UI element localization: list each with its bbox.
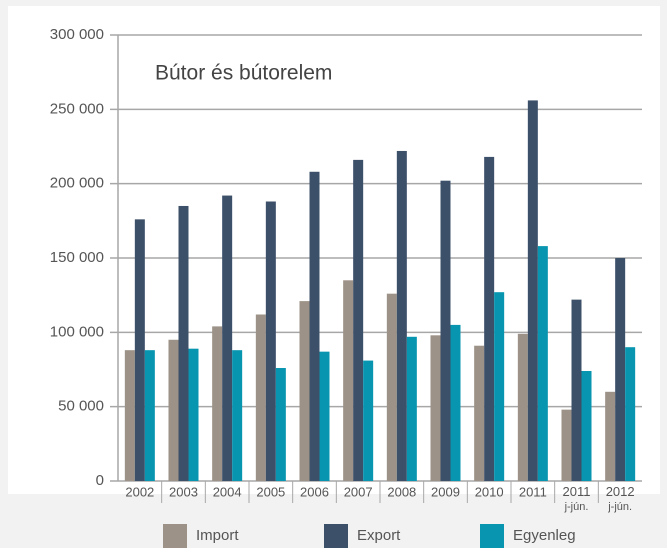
bar [440, 180, 451, 481]
bar [353, 159, 364, 481]
x-tick-label: 2012 j-jún. [606, 484, 635, 512]
bar [386, 293, 397, 481]
bar [144, 350, 155, 481]
bar [319, 351, 330, 481]
bar [168, 339, 179, 481]
x-tick-label-line: 2012 [606, 484, 635, 499]
bar [309, 171, 320, 482]
bar [124, 350, 135, 481]
legend-swatch [163, 524, 187, 548]
bar [363, 360, 374, 481]
x-tick-label: 2002 [125, 484, 154, 499]
bar [517, 333, 528, 481]
bar [494, 292, 505, 481]
bar [222, 195, 233, 481]
bar [605, 391, 616, 481]
chart-title: Bútor és bútorelem [155, 62, 332, 85]
y-tick-label: 50 000 [58, 398, 104, 415]
bar [255, 314, 266, 481]
legend-label: Egyenleg [513, 527, 576, 544]
x-tick-label: 2009 [431, 484, 460, 499]
bar [265, 201, 276, 482]
x-tick-label: 2011 j-jún. [563, 484, 591, 512]
bar [134, 219, 145, 481]
y-tick-label: 300 000 [50, 26, 104, 43]
y-tick-label: 100 000 [50, 323, 104, 340]
x-tick-label: 2006 [300, 484, 329, 499]
x-tick-label: 2005 [256, 484, 285, 499]
legend-swatch [324, 524, 348, 548]
x-tick-label: 2011 [519, 484, 547, 499]
x-tick-label: 2003 [169, 484, 198, 499]
bar [275, 368, 286, 481]
bar [430, 335, 441, 481]
bar [527, 100, 538, 481]
bar [212, 326, 223, 481]
bar [343, 280, 354, 481]
x-tick-label-line: j-jún. [564, 501, 589, 513]
bar [537, 246, 548, 481]
x-tick-label: 2007 [344, 484, 373, 499]
bar [581, 370, 592, 481]
bar [474, 345, 485, 481]
x-tick-label-line: 2011 [563, 484, 591, 499]
bar [625, 347, 636, 481]
y-tick-label: 200 000 [50, 175, 104, 192]
bar [188, 348, 199, 481]
legend-swatch [480, 524, 504, 548]
y-tick-label: 150 000 [50, 249, 104, 266]
bar [406, 336, 417, 481]
bar [232, 350, 243, 481]
legend-label: Export [357, 527, 401, 544]
bar [484, 156, 495, 481]
bar [450, 324, 461, 481]
bar [615, 258, 626, 481]
legend-label: Import [196, 527, 239, 544]
y-tick-label: 0 [96, 472, 104, 489]
plot-background [8, 6, 660, 494]
bar [299, 301, 310, 481]
x-tick-label: 2008 [387, 484, 416, 499]
bar [561, 409, 572, 481]
bar [178, 205, 189, 481]
x-tick-label: 2004 [213, 484, 242, 499]
x-tick-label: 2010 [475, 484, 504, 499]
y-tick-label: 250 000 [50, 100, 104, 117]
bar [396, 150, 407, 481]
x-tick-label-line: j-jún. [607, 501, 632, 513]
bar [571, 299, 582, 481]
